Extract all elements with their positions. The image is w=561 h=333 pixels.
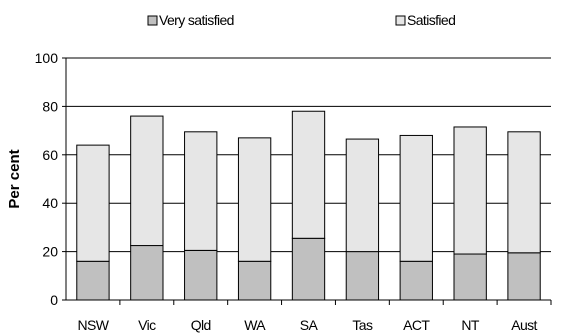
x-tick-label-aust: Aust	[511, 317, 537, 333]
legend: Very satisfied Satisfied	[147, 12, 456, 28]
x-tick-label-wa: WA	[244, 317, 266, 333]
legend-swatch-satisfied	[395, 15, 406, 26]
bar-satisfied-act	[399, 134, 433, 262]
y-tick-label: 0	[50, 292, 58, 308]
bar-very-satisfied-act	[399, 260, 433, 301]
y-tick-label: 100	[35, 50, 59, 66]
x-tick-label-vic: Vic	[138, 317, 156, 333]
x-tick-label-nsw: NSW	[78, 317, 110, 333]
x-tick-labels: NSW Vic Qld WA SA Tas ACT NT Aust	[78, 300, 552, 333]
x-tick-label-qld: Qld	[191, 317, 211, 333]
bar-very-satisfied-vic	[130, 245, 164, 301]
x-tick-label-act: ACT	[403, 317, 430, 333]
bar-very-satisfied-nsw	[76, 260, 110, 301]
y-tick-labels: 0 20 40 60 80 100	[35, 50, 66, 308]
bar-satisfied-qld	[184, 131, 218, 251]
bars	[76, 110, 541, 301]
y-tick-label: 80	[42, 98, 58, 114]
bar-satisfied-tas	[345, 138, 380, 253]
legend-label-very-satisfied: Very satisfied	[159, 12, 234, 28]
bar-satisfied-vic	[130, 115, 164, 247]
y-tick-label: 60	[42, 147, 58, 163]
bar-satisfied-wa	[237, 137, 272, 262]
bar-satisfied-nt	[453, 126, 487, 255]
bar-satisfied-nsw	[76, 144, 110, 262]
y-axis-title: Per cent	[6, 149, 23, 208]
x-tick-label-nt: NT	[461, 317, 480, 333]
bar-very-satisfied-sa	[291, 237, 326, 301]
bar-satisfied-sa	[291, 110, 326, 239]
bar-very-satisfied-aust	[507, 252, 541, 301]
x-tick-label-tas: Tas	[352, 317, 373, 333]
axes	[62, 58, 551, 301]
legend-swatch-very-satisfied	[147, 15, 158, 26]
bar-very-satisfied-qld	[184, 249, 218, 301]
bar-satisfied-aust	[507, 131, 541, 254]
y-tick-label: 40	[42, 195, 58, 211]
x-tick-label-sa: SA	[300, 317, 319, 333]
bar-very-satisfied-nt	[453, 253, 487, 301]
legend-label-satisfied: Satisfied	[407, 12, 455, 28]
bar-very-satisfied-tas	[345, 251, 380, 301]
y-tick-label: 20	[42, 244, 58, 260]
bar-very-satisfied-wa	[237, 260, 272, 301]
